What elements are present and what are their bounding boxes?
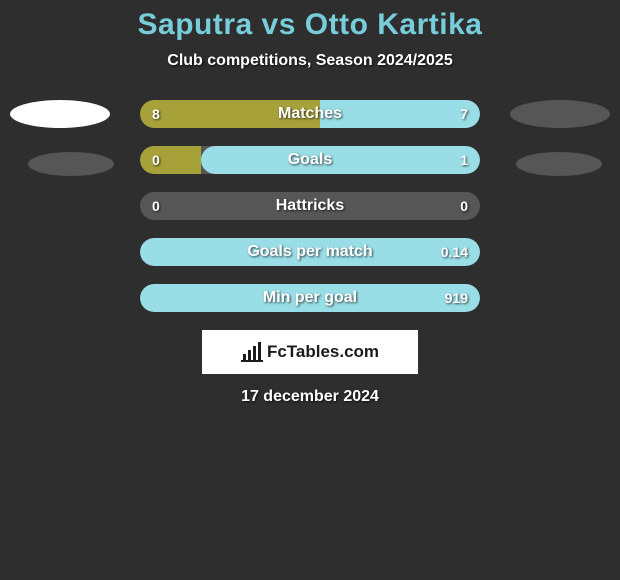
stat-rows: Matches87Goals01Hattricks00Goals per mat… [140,100,480,312]
stat-row: Matches8 7 [140,100,480,128]
stat-value-left: 0 [152,192,160,220]
stat-label: Hattricks [140,192,480,220]
brand-box[interactable]: FcTables.com [202,330,418,374]
stat-row: Hattricks0 0 [140,192,480,220]
stat-label: Goals per match [140,238,480,266]
stat-label: Min per goal [140,284,480,312]
stat-row: Goals per match0.14 [140,238,480,266]
brand-text: FcTables.com [267,342,379,362]
stat-row: Min per goal919 [140,284,480,312]
page-title: Saputra vs Otto Kartika [0,0,620,42]
stat-value-right: 0 [460,192,468,220]
stat-label: Goals [140,146,480,174]
team-badge-right [516,152,602,176]
team-badge-left [28,152,114,176]
stat-value-left: 0 [152,146,160,174]
stat-value-left: 8 [152,100,160,128]
stat-row: Goals0 1 [140,146,480,174]
subtitle: Club competitions, Season 2024/2025 [0,52,620,70]
chart-icon [241,342,263,362]
stat-value-right: 0.14 [441,238,468,266]
stat-value-right: 7 [460,100,468,128]
team-badge-left [10,100,110,128]
stat-label: Matches [140,100,480,128]
stat-value-right: 919 [445,284,468,312]
stat-value-right: 1 [460,146,468,174]
date-text: 17 december 2024 [0,388,620,406]
team-badge-right [510,100,610,128]
comparison-content: Matches87Goals01Hattricks00Goals per mat… [0,100,620,406]
